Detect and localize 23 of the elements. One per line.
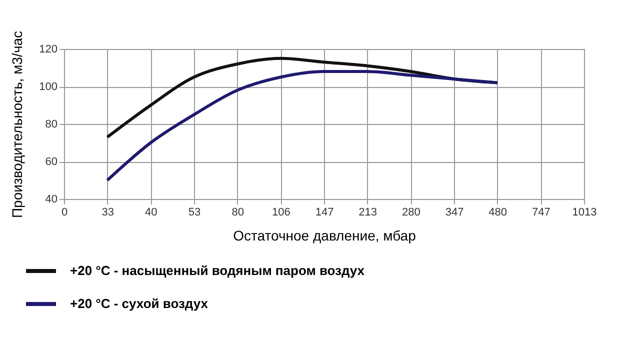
x-axis-title: Остаточное давление, мбар [233,228,416,244]
x-tick-label: 280 [402,206,420,218]
y-tick-label: 100 [39,81,58,93]
x-tick-label: 147 [315,206,334,218]
y-tick-label: 120 [39,44,58,56]
x-tick-label: 747 [532,206,550,218]
x-tick-label: 480 [488,206,508,218]
x-tick-label: 213 [358,206,378,218]
x-tick-label: 0 [61,206,68,218]
y-tick-label: 40 [45,194,58,206]
x-tick-label: 347 [445,206,464,218]
x-tick-label: 106 [272,206,290,218]
x-tick-label: 1013 [572,206,597,218]
x-tick-label: 40 [145,206,158,218]
x-tick-label: 53 [188,206,201,218]
legend-label: +20 °C - сухой воздух [70,296,209,311]
legend-label: +20 °C - насыщенный водяным паром воздух [70,263,366,278]
y-tick-label: 80 [45,118,58,130]
y-axis-title: Производительность, м3/час [9,30,26,218]
x-tick-label: 33 [102,206,114,218]
y-tick-label: 60 [45,156,58,168]
x-tick-label: 80 [232,206,244,218]
line-series [106,70,499,182]
